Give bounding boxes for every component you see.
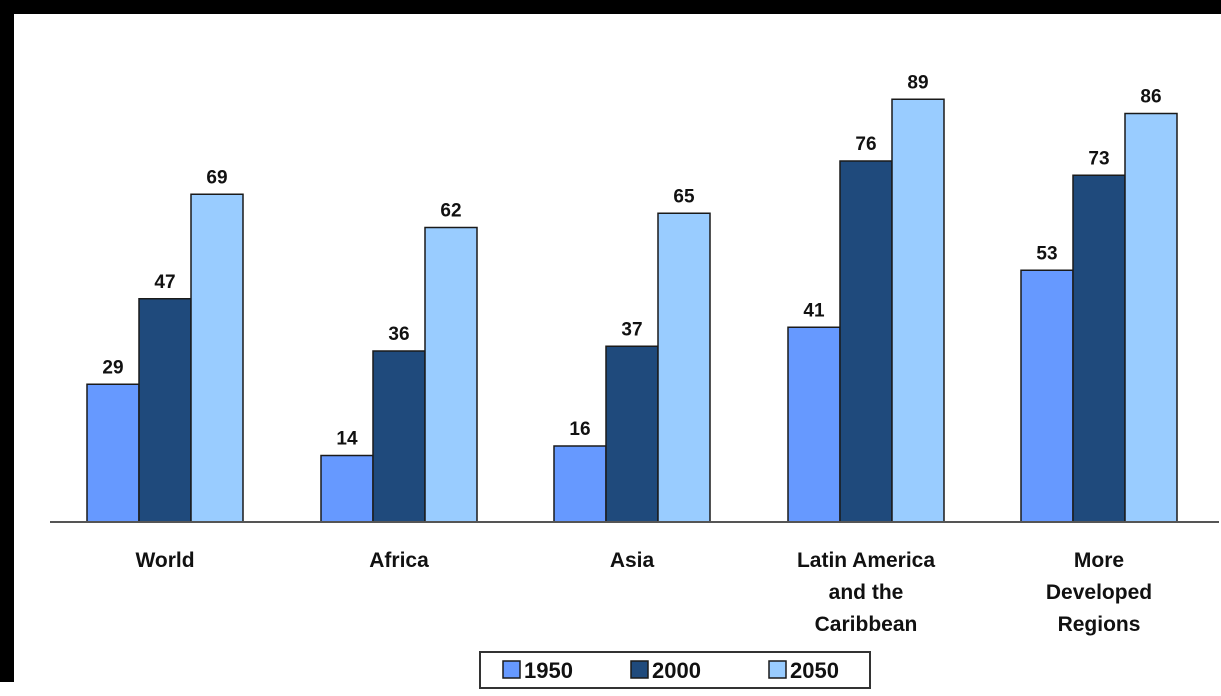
category-label-4-line-1: Developed xyxy=(1046,581,1152,604)
bar-1950-0 xyxy=(86,383,140,523)
data-label-2000-1: 36 xyxy=(388,324,409,345)
data-label-1950-0: 29 xyxy=(102,357,123,378)
bar-2050-2 xyxy=(657,212,711,523)
bar-2050-4 xyxy=(1124,112,1178,523)
category-label-2-line-0: Asia xyxy=(610,549,655,572)
data-label-2000-2: 37 xyxy=(621,319,642,340)
data-label-1950-4: 53 xyxy=(1036,243,1057,264)
data-labels-layer: 29 47 69 14 36 62 16 37 65 41 76 89 53 73 86 xyxy=(102,72,1161,449)
bar-2000-3 xyxy=(839,160,893,523)
category-labels-layer: World Africa Asia Latin America and the Carib… xyxy=(135,549,1152,636)
legend-label-2000: 2000 xyxy=(652,658,701,683)
bar-1950-4 xyxy=(1020,269,1074,523)
data-label-1950-3: 41 xyxy=(803,300,825,321)
bar-2050-1 xyxy=(424,226,478,523)
bar-2000-2 xyxy=(605,345,659,523)
bar-2050-3 xyxy=(891,98,945,523)
data-label-1950-1: 14 xyxy=(336,429,358,450)
category-label-1-line-0: Africa xyxy=(369,549,429,572)
bar-chart: 29 47 69 14 36 62 16 37 65 41 76 89 53 73 86 World Afri… xyxy=(50,72,1219,689)
category-label-4-line-2: Regions xyxy=(1058,613,1141,636)
bar-2000-0 xyxy=(138,298,192,523)
legend-swatch-2050 xyxy=(768,660,787,679)
data-label-1950-2: 16 xyxy=(569,419,590,440)
legend-swatch-2000 xyxy=(630,660,649,679)
bar-1950-1 xyxy=(320,454,374,523)
data-label-2050-4: 86 xyxy=(1140,87,1161,108)
data-label-2050-1: 62 xyxy=(440,201,461,222)
data-label-2050-2: 65 xyxy=(673,186,695,207)
data-label-2000-3: 76 xyxy=(855,134,876,155)
legend-swatch-1950 xyxy=(502,660,521,679)
category-label-3-line-2: Caribbean xyxy=(815,613,918,636)
legend-label-1950: 1950 xyxy=(524,658,573,683)
bar-2000-4 xyxy=(1072,174,1126,523)
bars-layer xyxy=(86,98,1178,523)
data-label-2050-3: 89 xyxy=(907,72,928,93)
bar-1950-2 xyxy=(553,445,607,523)
legend-label-2050: 2050 xyxy=(790,658,839,683)
data-label-2050-0: 69 xyxy=(206,167,227,188)
data-label-2000-0: 47 xyxy=(154,272,175,293)
data-label-2000-4: 73 xyxy=(1088,148,1109,169)
bar-1950-3 xyxy=(787,326,841,523)
category-label-3-line-1: and the xyxy=(829,581,904,604)
bar-2000-1 xyxy=(372,350,426,523)
legend: 1950 2000 2050 xyxy=(479,651,871,689)
category-label-0-line-0: World xyxy=(135,549,194,572)
category-label-4-line-0: More xyxy=(1074,549,1124,572)
bar-2050-0 xyxy=(190,193,244,523)
category-label-3-line-0: Latin America xyxy=(797,549,935,572)
